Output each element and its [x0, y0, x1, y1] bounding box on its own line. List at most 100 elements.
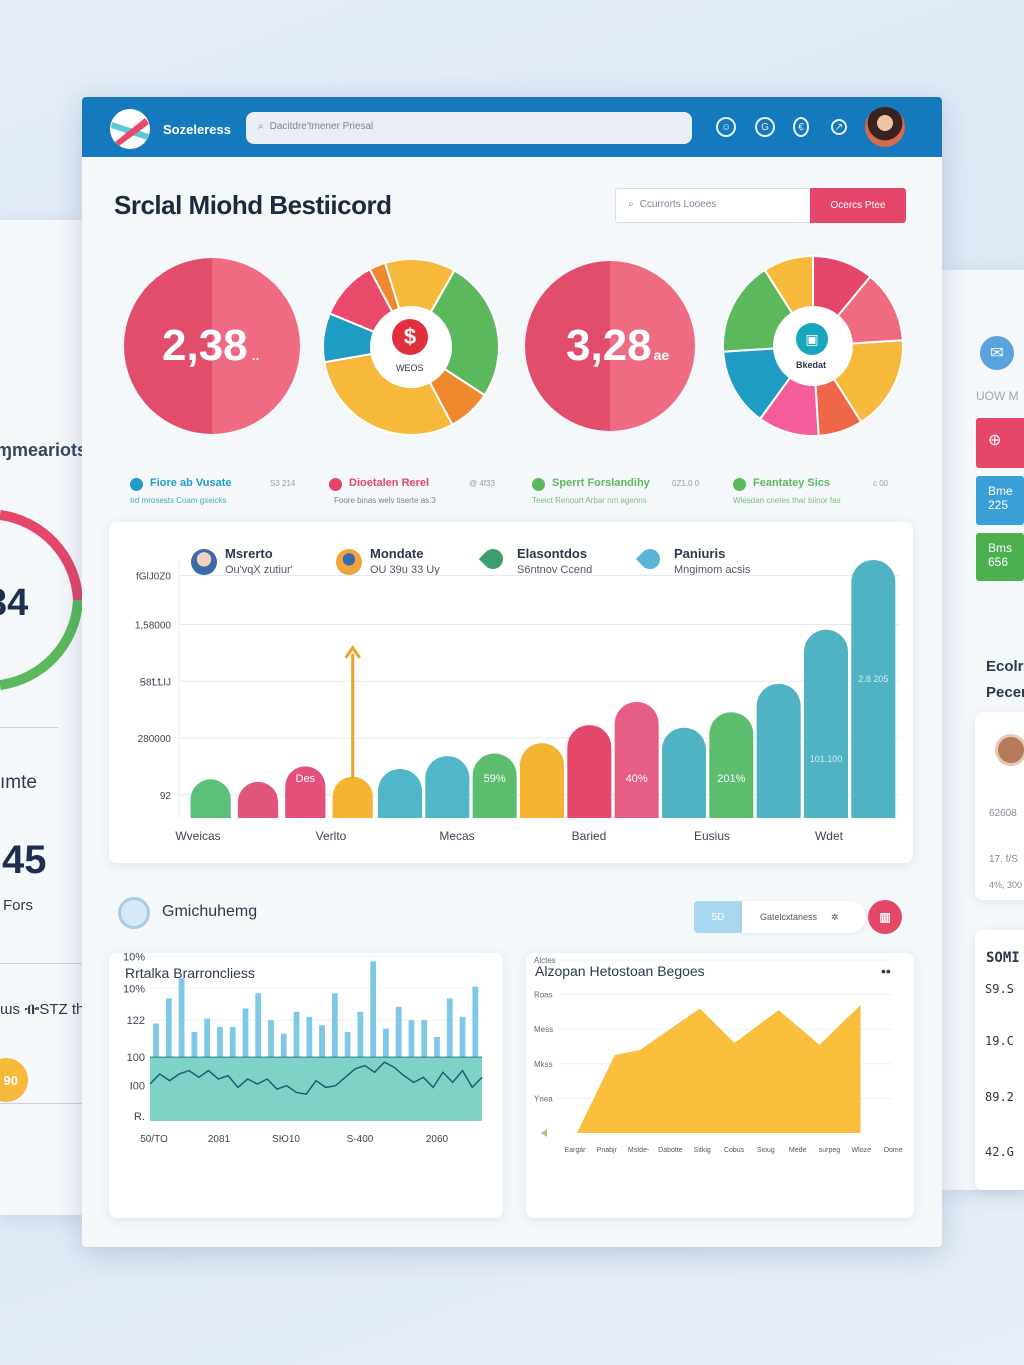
kpi-row	[124, 254, 904, 437]
share-icon[interactable]: ↗	[831, 119, 847, 135]
legend-item[interactable]: Dioetalen Rerel @ 4f33 Foore binas welv ti…	[329, 477, 519, 513]
period-pill[interactable]: 5D	[694, 901, 742, 933]
bar	[242, 1008, 249, 1058]
series-legend-item[interactable]: Elasontdos S6ntnov Ccend	[478, 544, 623, 582]
divider	[0, 727, 58, 728]
bar	[709, 712, 754, 818]
x-tick-label: Dabotte	[658, 1147, 683, 1154]
user-avatar[interactable]	[865, 107, 905, 147]
series-name: Msrerto	[225, 546, 273, 561]
tile-green[interactable]: Bms 656	[976, 533, 1024, 581]
filter-button[interactable]: Ocercs Ptee	[810, 188, 906, 223]
category-dropdown[interactable]: Gatelcxtaness ✲	[742, 901, 866, 933]
series-subtext: S6ntnov Ccend	[517, 564, 593, 576]
series-subtext: OU 39u 33 Uy	[370, 564, 440, 576]
x-tick-label: surpeg	[819, 1147, 841, 1154]
x-tick-label: S-400	[347, 1134, 374, 1145]
bar	[285, 766, 326, 818]
x-tick-label: Mstde-	[628, 1147, 650, 1154]
area-fill	[150, 1057, 482, 1121]
x-tick-label: SЮ10	[272, 1134, 300, 1145]
search-icon: ⌕	[628, 199, 634, 210]
bar-chart-card: Msrerto Ou'vqX zutiur' Mondate OU 39u 33 Uy…	[109, 522, 913, 863]
legend-item[interactable]: Feantatey Sics c 00 Wlesdan crietes thar b…	[733, 477, 923, 513]
action-button[interactable]: ▥	[868, 900, 902, 934]
bar	[178, 978, 185, 1058]
bar	[472, 986, 479, 1058]
bar	[165, 998, 172, 1058]
globe-icon[interactable]: G	[755, 117, 775, 137]
bar	[803, 629, 849, 818]
filter-input[interactable]: ⌕ Ccurrorts Looees	[615, 188, 811, 223]
bar	[421, 1020, 428, 1058]
legend-item[interactable]: Fiore ab Vusate S3 214 Ird mrosests Coam g…	[130, 477, 320, 513]
x-tick-label: Eusius	[694, 829, 730, 843]
series-legend-item[interactable]: Msrerto Ou'vqX zutiur'	[191, 546, 331, 582]
bar	[377, 768, 423, 818]
bar	[190, 779, 231, 818]
legend-value: 0Z1.0 0	[672, 479, 700, 488]
table-title: SOMI	[986, 950, 1020, 966]
search-icon: ⌕	[258, 121, 264, 132]
global-search-input[interactable]: ⌕ Dacitdre'tmener Priesal	[246, 112, 692, 144]
bar	[395, 1006, 402, 1058]
pie-slice	[383, 258, 456, 350]
bar	[851, 560, 896, 818]
bar-line-card: Rrtalka Brarroncliess R. I00 100 122 10% 10% 5…	[109, 953, 503, 1218]
bar	[204, 1018, 211, 1058]
tile-red[interactable]: ⊕	[976, 418, 1024, 468]
section-icon	[118, 897, 150, 929]
inbox-icon[interactable]: ✉	[980, 336, 1014, 370]
pie-slice	[409, 269, 500, 397]
series-legend-item[interactable]: Paniuris Mngimom acsis	[635, 544, 780, 582]
legend-item[interactable]: Sperrt Forslandihy 0Z1.0 0 Teeict Renourt …	[532, 477, 722, 513]
area-series	[577, 1004, 861, 1133]
bar	[519, 743, 565, 818]
legend-title: Dioetalen Rerel	[349, 477, 430, 489]
tile-blue[interactable]: Bme 225	[976, 476, 1024, 525]
y-tick-label: R.	[134, 1111, 145, 1123]
x-tick-label: Pnabjr	[597, 1147, 618, 1154]
left-label: ımte	[0, 772, 37, 793]
euro-icon[interactable]: €	[793, 117, 809, 137]
user-icon[interactable]: ☺	[716, 117, 736, 137]
legend-dot-icon	[532, 478, 545, 491]
series-name: Paniuris	[674, 546, 726, 561]
bar-line-chart: R. I00 100 122 10% 10% 50/TO 2081 SЮ10 S-400 2060	[123, 953, 483, 1145]
y-tick-label: Ynea	[534, 1094, 553, 1103]
legend-subtext: Teeict Renourt Arbar nm agenns	[532, 496, 647, 505]
bar	[153, 1023, 159, 1058]
bar-data-label: 2.8 205	[858, 674, 888, 684]
app-name: Sozeleress	[163, 122, 231, 137]
bar	[383, 1028, 389, 1058]
app-logo[interactable]	[109, 108, 151, 150]
globe-icon: ⊕	[988, 432, 1002, 449]
series-subtext: Ou'vqX zutiur'	[225, 564, 293, 576]
scroll-left-icon	[541, 1129, 547, 1137]
bar	[567, 725, 612, 818]
legend-dot-icon	[733, 478, 746, 491]
bar-data-label: 40%	[626, 773, 648, 785]
y-tick-label: I00	[130, 1081, 145, 1093]
gauge-arc-green	[0, 599, 82, 690]
kpi-circle	[124, 258, 300, 434]
x-tick-label: 2081	[208, 1134, 231, 1145]
right-heading-1: Ecolra	[986, 658, 1024, 675]
bar	[332, 776, 373, 818]
page-title: Srclal Miohd Bestiicord	[114, 190, 392, 220]
bar	[614, 701, 659, 818]
series-legend-item[interactable]: Mondate OU 39u 33 Uy	[336, 546, 476, 582]
kpi-value-3: 3,28 ae	[566, 321, 670, 370]
person-avatar	[336, 549, 362, 575]
bar	[293, 1011, 300, 1058]
more-options-icon[interactable]: ••	[881, 963, 891, 979]
tile-green-label: Bms 656	[988, 541, 1012, 569]
bar-data-label: 101.100	[810, 754, 843, 764]
dashboard-window: Sozeleress ⌕ Dacitdre'tmener Priesal ☺ G …	[82, 97, 942, 1247]
y-tick-label: 10%	[123, 953, 145, 963]
x-tick-label: 50/TO	[140, 1134, 168, 1145]
bar	[237, 781, 279, 818]
left-badge[interactable]: 90	[0, 1058, 28, 1102]
legend-subtext: Wlesdan crietes thar biinor fas	[733, 496, 841, 505]
left-note: ɯs ᎇSTZ ths	[0, 1001, 92, 1018]
